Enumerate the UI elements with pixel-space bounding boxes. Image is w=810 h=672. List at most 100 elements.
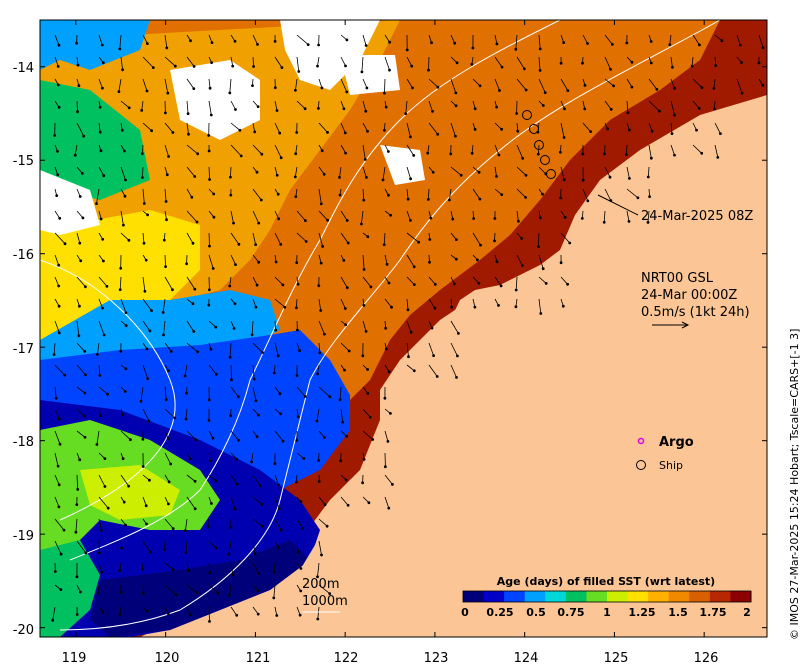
current-arrow-head [630, 60, 634, 64]
current-arrow-head [228, 355, 232, 359]
product-line-2: 24-Mar 00:00Z [641, 288, 737, 303]
current-arrow [516, 188, 526, 198]
current-arrow-head [603, 152, 606, 156]
current-arrow [670, 122, 673, 134]
current-arrow [76, 100, 78, 112]
current-arrow [582, 188, 589, 202]
current-arrow-head [408, 135, 412, 139]
current-arrow-head [299, 567, 303, 570]
current-arrow-head [478, 197, 482, 201]
current-arrow-head [184, 551, 188, 554]
current-arrow-head [207, 149, 211, 153]
current-arrow-head [302, 456, 306, 460]
current-arrow-head [321, 244, 325, 248]
current-arrow-head [362, 303, 366, 307]
current-arrow [296, 606, 301, 616]
current-arrow [142, 232, 145, 244]
current-arrow [318, 540, 322, 556]
colorbar-tick-label: 1.5 [668, 606, 688, 619]
current-arrow-head [163, 548, 167, 552]
current-arrow-head [59, 588, 63, 591]
current-arrow-head [473, 127, 477, 131]
current-arrow-head [100, 529, 103, 532]
current-arrow [186, 188, 193, 198]
current-arrow-head [170, 288, 174, 292]
current-arrow-head [498, 89, 501, 92]
current-arrow-head [347, 349, 351, 353]
current-arrow [230, 56, 234, 67]
current-arrow [230, 474, 238, 485]
current-arrow-head [561, 304, 565, 308]
current-arrow [384, 430, 389, 442]
current-arrow [538, 56, 541, 71]
current-arrow-head [589, 130, 592, 134]
cloud-patch-3 [40, 170, 100, 235]
current-arrow-head [258, 484, 262, 488]
current-arrow [230, 254, 236, 265]
current-arrow-head [161, 310, 165, 314]
current-arrow [164, 34, 168, 48]
current-arrow-head [75, 575, 79, 579]
current-arrow-head [389, 213, 393, 217]
current-arrow-head [234, 263, 237, 267]
current-arrow [164, 254, 166, 267]
current-arrow-head [322, 332, 326, 336]
y-tick-label: -15 [13, 154, 34, 169]
y-tick-label: -17 [13, 342, 34, 357]
current-arrow [384, 34, 390, 43]
current-arrow [560, 276, 568, 285]
current-arrow-head [165, 46, 169, 50]
current-arrow [252, 496, 263, 505]
current-arrow-head [536, 130, 540, 134]
current-arrow-head [341, 420, 345, 424]
current-arrow-head [123, 390, 127, 393]
current-arrow-head [293, 88, 297, 92]
current-arrow-head [106, 506, 110, 510]
current-arrow [340, 342, 350, 352]
current-arrow [96, 430, 100, 445]
current-arrow-head [320, 553, 323, 557]
current-arrow [252, 606, 259, 615]
current-arrow-head [142, 202, 146, 205]
current-arrow [54, 386, 57, 399]
current-arrow [76, 232, 81, 244]
current-arrow-head [456, 331, 460, 335]
current-arrow-head [495, 105, 499, 109]
current-arrow [472, 232, 481, 246]
current-arrow [96, 188, 100, 204]
current-arrow-head [101, 61, 105, 65]
current-arrow-head [602, 220, 606, 224]
current-arrow-head [276, 192, 280, 196]
current-arrow [626, 78, 633, 88]
current-arrow-head [121, 68, 124, 72]
current-arrow [186, 496, 196, 510]
scale-arrow [652, 321, 690, 329]
current-arrow-head [366, 391, 370, 395]
current-arrow-head [411, 86, 414, 90]
current-arrow-head [625, 41, 629, 45]
current-arrow [252, 276, 258, 286]
current-arrow-head [209, 347, 213, 351]
current-arrow-head [318, 351, 322, 355]
current-arrow-head [317, 43, 321, 47]
current-arrow [274, 562, 276, 573]
current-arrow [339, 386, 342, 400]
current-arrow-head [514, 288, 518, 292]
current-arrow [75, 518, 78, 533]
copyright-text: © IMOS 27-Mar-2025 15:24 Hobart; Tscale=… [788, 328, 801, 640]
current-arrow [538, 298, 542, 314]
current-arrow-head [145, 522, 148, 526]
current-arrow [98, 474, 106, 487]
current-arrow [120, 474, 129, 487]
current-arrow-head [454, 257, 458, 261]
current-arrow-head [57, 505, 61, 509]
current-arrow-head [315, 419, 319, 423]
current-arrow-head [454, 91, 458, 95]
current-arrow [296, 56, 300, 72]
current-arrow-head [127, 484, 131, 488]
current-arrow-head [195, 220, 199, 224]
current-arrow-head [477, 281, 481, 285]
current-arrow [54, 232, 66, 244]
current-arrow-head [495, 174, 498, 178]
current-arrow-head [563, 215, 567, 219]
